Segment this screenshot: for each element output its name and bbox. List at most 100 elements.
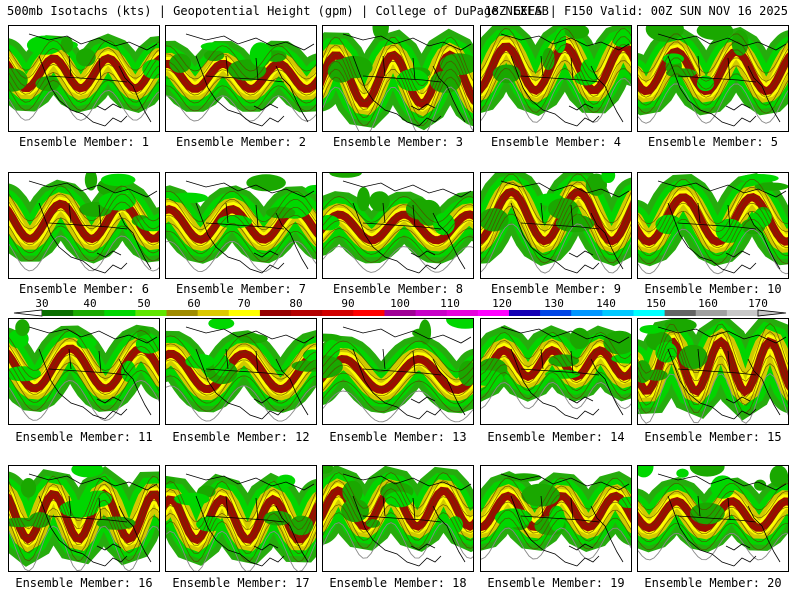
ensemble-member-label: Ensemble Member: 15 (644, 430, 782, 444)
ensemble-member-label: Ensemble Member: 12 (172, 430, 310, 444)
ensemble-member-map (480, 465, 632, 572)
isotach-map-graphic (9, 33, 159, 127)
colorbar-swatch (291, 310, 323, 316)
isotach-map-graphic (323, 466, 473, 567)
ensemble-member-label: Ensemble Member: 11 (15, 430, 153, 444)
isotach-map-graphic (481, 26, 631, 127)
ensemble-member-label: Ensemble Member: 16 (15, 576, 153, 590)
ensemble-member-label: Ensemble Member: 10 (644, 282, 782, 296)
colorbar-tick-label: 100 (390, 297, 410, 310)
ensemble-member-map (8, 318, 160, 425)
isotach-map-graphic (166, 472, 316, 571)
ensemble-member-label: Ensemble Member: 2 (175, 135, 307, 149)
colorbar-swatch (384, 310, 417, 316)
colorbar-tick-label: 80 (289, 297, 302, 310)
colorbar-swatch (633, 310, 666, 316)
ensemble-member-map (322, 465, 474, 572)
colorbar-swatch (73, 310, 105, 316)
ensemble-member-label: Ensemble Member: 3 (332, 135, 464, 149)
ensemble-member-map (165, 25, 317, 132)
isotach-map-graphic (9, 173, 159, 274)
isotach-map-graphic (166, 319, 316, 422)
isotach-map-graphic (323, 26, 473, 131)
colorbar-tick-label: 110 (440, 297, 460, 310)
ensemble-member-map (637, 172, 789, 279)
colorbar-swatch (477, 310, 510, 316)
colorbar-swatch (571, 310, 603, 316)
ensemble-member-label: Ensemble Member: 14 (487, 430, 625, 444)
isotach-map-graphic (166, 174, 316, 274)
ensemble-member-label: Ensemble Member: 9 (490, 282, 622, 296)
ensemble-member-map (480, 25, 632, 132)
isotach-colorbar: 30 40 50 60 70 80 90 100 110 120 130 140 150 160 170 (13, 297, 787, 317)
colorbar-tick-label: 70 (237, 297, 250, 310)
colorbar-swatch (104, 310, 136, 316)
colorbar-right-arrow (757, 309, 787, 317)
colorbar-swatch (322, 310, 354, 316)
colorbar-tick-label: 140 (596, 297, 616, 310)
isotach-map-graphic (323, 319, 473, 423)
colorbar-left-arrow (13, 309, 43, 317)
colorbar-swatch (42, 310, 74, 316)
ensemble-member-label: Ensemble Member: 1 (18, 135, 150, 149)
ensemble-member-map (165, 465, 317, 572)
colorbar-swatch (602, 310, 634, 316)
ensemble-member-label: Ensemble Member: 20 (644, 576, 782, 590)
ensemble-member-map (8, 25, 160, 132)
isotach-map-graphic (638, 173, 788, 275)
colorbar-tick-label: 120 (492, 297, 512, 310)
map-title: 500mb Isotachs (kts) | Geopotential Heig… (7, 4, 549, 18)
colorbar-swatch (197, 310, 230, 316)
colorbar-tick-label: 170 (748, 297, 768, 310)
isotach-map-graphic (166, 33, 316, 127)
colorbar-swatch (446, 310, 479, 316)
colorbar-tick-label: 40 (83, 297, 96, 310)
isotach-map-graphic (638, 466, 788, 567)
colorbar-swatch (259, 310, 292, 316)
colorbar-swatch (228, 310, 261, 316)
colorbar-swatch (135, 310, 168, 316)
ensemble-member-map (165, 172, 317, 279)
isotach-map-graphic (481, 173, 631, 274)
run-info: 18Z GEFS | F150 Valid: 00Z SUN NOV 16 20… (484, 4, 788, 18)
colorbar-tick-label: 150 (646, 297, 666, 310)
ensemble-member-map (480, 318, 632, 425)
ensemble-member-map (637, 465, 789, 572)
ensemble-member-map (8, 465, 160, 572)
isotach-map-graphic (638, 26, 788, 127)
ensemble-member-map (8, 172, 160, 279)
colorbar-tick-label: 160 (698, 297, 718, 310)
ensemble-member-label: Ensemble Member: 17 (172, 576, 310, 590)
colorbar-swatch (415, 310, 448, 316)
colorbar-swatch (664, 310, 697, 316)
ensemble-member-map (165, 318, 317, 425)
isotach-map-graphic (481, 325, 631, 420)
colorbar-swatch (540, 310, 572, 316)
ensemble-member-label: Ensemble Member: 6 (18, 282, 150, 296)
ensemble-member-map (322, 172, 474, 279)
colorbar-swatch (508, 310, 541, 316)
ensemble-member-label: Ensemble Member: 13 (329, 430, 467, 444)
ensemble-member-label: Ensemble Member: 8 (332, 282, 464, 296)
ensemble-member-map (637, 25, 789, 132)
ensemble-member-label: Ensemble Member: 19 (487, 576, 625, 590)
colorbar-tick-label: 130 (544, 297, 564, 310)
ensemble-member-map (322, 318, 474, 425)
colorbar-swatch (695, 310, 728, 316)
isotach-map-graphic (323, 173, 473, 274)
isotach-map-graphic (481, 471, 631, 567)
ensemble-member-label: Ensemble Member: 7 (175, 282, 307, 296)
colorbar-tick-label: 60 (187, 297, 200, 310)
ensemble-member-map (480, 172, 632, 279)
colorbar-swatch (353, 310, 385, 316)
colorbar-tick-label: 90 (341, 297, 354, 310)
ensemble-member-map (322, 25, 474, 132)
ensemble-member-label: Ensemble Member: 4 (490, 135, 622, 149)
isotach-map-graphic (9, 319, 159, 421)
colorbar-tick-label: 50 (137, 297, 150, 310)
ensemble-member-label: Ensemble Member: 5 (647, 135, 779, 149)
ensemble-member-map (637, 318, 789, 425)
ensemble-member-label: Ensemble Member: 18 (329, 576, 467, 590)
colorbar-swatch (166, 310, 199, 316)
colorbar-tick-label: 30 (35, 297, 48, 310)
